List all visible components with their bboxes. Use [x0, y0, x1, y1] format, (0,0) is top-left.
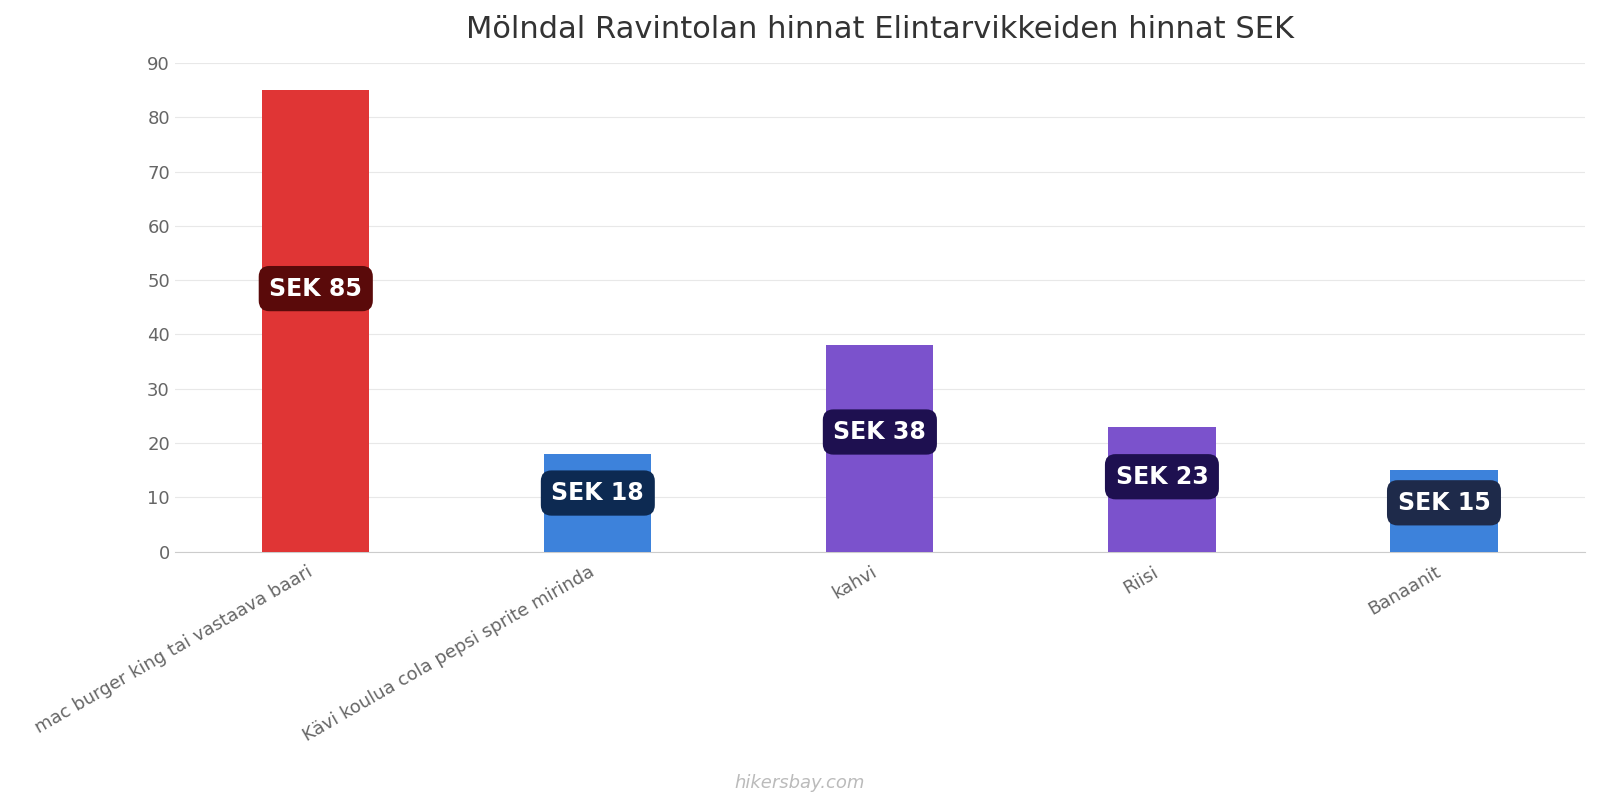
Bar — [262, 90, 370, 552]
Bar — [1390, 470, 1498, 552]
Text: hikersbay.com: hikersbay.com — [734, 774, 866, 792]
Text: SEK 23: SEK 23 — [1115, 465, 1208, 489]
Text: SEK 18: SEK 18 — [552, 481, 645, 505]
Bar — [1109, 426, 1216, 552]
Text: SEK 38: SEK 38 — [834, 420, 926, 444]
Bar — [544, 454, 651, 552]
Text: SEK 15: SEK 15 — [1397, 491, 1490, 515]
Text: SEK 85: SEK 85 — [269, 277, 362, 301]
Bar — [826, 346, 933, 552]
Title: Mölndal Ravintolan hinnat Elintarvikkeiden hinnat SEK: Mölndal Ravintolan hinnat Elintarvikkeid… — [466, 15, 1294, 44]
